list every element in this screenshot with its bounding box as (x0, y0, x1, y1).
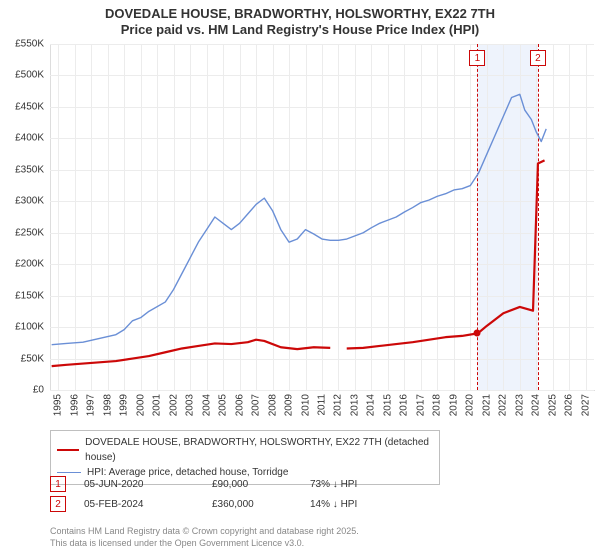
y-tick-label: £100K (0, 322, 44, 333)
sale-date: 05-JUN-2020 (84, 479, 194, 490)
x-tick-label: 2022 (498, 394, 509, 416)
x-tick-label: 2027 (580, 394, 591, 416)
x-tick-label: 2025 (547, 394, 558, 416)
y-tick-label: £350K (0, 164, 44, 175)
title-line-2: Price paid vs. HM Land Registry's House … (0, 22, 600, 38)
legend-item: DOVEDALE HOUSE, BRADWORTHY, HOLSWORTHY, … (57, 435, 433, 465)
y-tick-label: £50K (0, 353, 44, 364)
y-tick-label: £400K (0, 133, 44, 144)
sale-row: 2 05-FEB-2024 £360,000 14% HPI (50, 496, 357, 512)
series-layer (50, 44, 594, 390)
copyright-line-1: Contains HM Land Registry data © Crown c… (50, 525, 359, 537)
y-tick-label: £150K (0, 290, 44, 301)
series-hpi (52, 94, 547, 344)
y-tick-label: £250K (0, 227, 44, 238)
x-tick-label: 2002 (168, 394, 179, 416)
x-tick-label: 2005 (218, 394, 229, 416)
x-tick-label: 1998 (102, 394, 113, 416)
sale-price: £360,000 (212, 499, 292, 510)
y-tick-label: £300K (0, 196, 44, 207)
copyright-line-2: This data is licensed under the Open Gov… (50, 537, 359, 549)
x-tick-label: 2000 (135, 394, 146, 416)
x-tick-label: 2024 (531, 394, 542, 416)
series-price_paid (52, 340, 331, 366)
x-tick-label: 2011 (317, 394, 328, 416)
x-tick-label: 1999 (119, 394, 130, 416)
sale-date: 05-FEB-2024 (84, 499, 194, 510)
x-tick-label: 2026 (564, 394, 575, 416)
y-tick-label: £450K (0, 101, 44, 112)
x-tick-label: 2007 (251, 394, 262, 416)
y-tick-label: £550K (0, 39, 44, 50)
sale-marker-dot (474, 330, 481, 337)
y-tick-label: £0 (0, 385, 44, 396)
legend-swatch (57, 472, 81, 473)
x-tick-label: 2018 (432, 394, 443, 416)
x-tick-label: 1996 (69, 394, 80, 416)
sale-delta: 14% HPI (310, 499, 357, 510)
x-tick-label: 2020 (465, 394, 476, 416)
series-price_paid (347, 160, 545, 348)
x-tick-label: 2013 (349, 394, 360, 416)
sale-badge: 1 (50, 476, 66, 492)
y-tick-label: £500K (0, 70, 44, 81)
x-tick-label: 2010 (300, 394, 311, 416)
plot-area: 12 (50, 44, 594, 390)
title-line-1: DOVEDALE HOUSE, BRADWORTHY, HOLSWORTHY, … (0, 6, 600, 22)
down-arrow-icon (333, 499, 338, 510)
x-tick-label: 2006 (234, 394, 245, 416)
copyright-notice: Contains HM Land Registry data © Crown c… (50, 525, 359, 549)
x-tick-label: 2004 (201, 394, 212, 416)
down-arrow-icon (333, 479, 338, 490)
sale-delta: 73% HPI (310, 479, 357, 490)
x-tick-label: 2003 (185, 394, 196, 416)
x-tick-label: 2012 (333, 394, 344, 416)
x-tick-label: 2017 (415, 394, 426, 416)
x-tick-label: 2014 (366, 394, 377, 416)
legend-swatch (57, 449, 79, 451)
sale-price: £90,000 (212, 479, 292, 490)
x-tick-label: 2015 (382, 394, 393, 416)
x-tick-label: 2016 (399, 394, 410, 416)
x-tick-label: 2019 (448, 394, 459, 416)
sale-badge: 2 (50, 496, 66, 512)
x-tick-label: 2009 (284, 394, 295, 416)
y-tick-label: £200K (0, 259, 44, 270)
x-tick-label: 1997 (86, 394, 97, 416)
x-tick-label: 2001 (152, 394, 163, 416)
x-tick-label: 2023 (514, 394, 525, 416)
chart-container: { "title": { "line1": "DOVEDALE HOUSE, B… (0, 0, 600, 560)
x-tick-label: 2021 (481, 394, 492, 416)
chart-title: DOVEDALE HOUSE, BRADWORTHY, HOLSWORTHY, … (0, 0, 600, 38)
sale-row: 1 05-JUN-2020 £90,000 73% HPI (50, 476, 357, 492)
x-tick-label: 2008 (267, 394, 278, 416)
legend-label: DOVEDALE HOUSE, BRADWORTHY, HOLSWORTHY, … (85, 435, 433, 465)
x-tick-label: 1995 (53, 394, 64, 416)
